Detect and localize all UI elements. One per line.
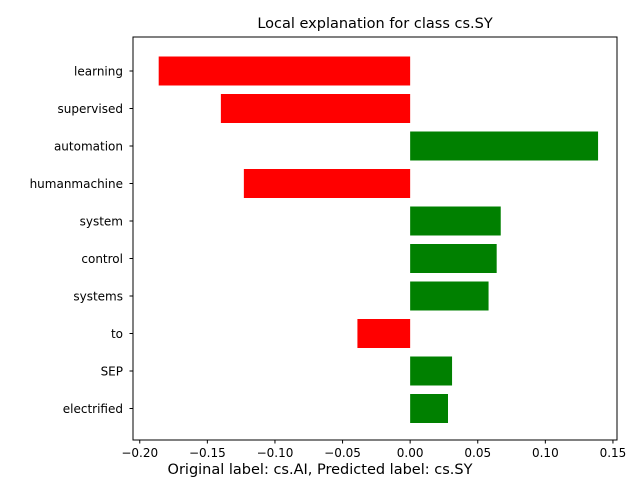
bar-automation [410,131,599,161]
bar-learning [158,56,411,86]
chart-title: Local explanation for class cs.SY [257,16,493,32]
x-tick-label: −0.10 [257,446,294,460]
y-tick-label: SEP [101,365,123,379]
y-tick-label: humanmachine [30,177,123,191]
y-axis: learning supervised automation humanmachine… [30,65,133,416]
bar-to [357,319,411,348]
x-tick-label: −0.20 [121,446,158,460]
y-tick-label: supervised [58,102,123,116]
y-tick-label: automation [54,140,123,154]
x-tick-label: 0.00 [397,446,424,460]
bar-SEP [410,356,453,386]
bar-systems [410,281,489,311]
x-tick-label: −0.05 [324,446,361,460]
bar-control [410,244,497,273]
y-tick-label: control [81,252,123,266]
x-tick-label: −0.15 [189,446,226,460]
bar-supervised [220,94,411,123]
bar-humanmachine [243,169,411,198]
x-tick-label: 0.15 [600,446,627,460]
bar-electrified [410,394,448,423]
bars-group [158,56,599,423]
x-axis: −0.20 −0.15 −0.10 −0.05 0.00 0.05 0.10 0.15 [121,440,626,460]
chart-caption: Original label: cs.AI, Predicted label: … [168,462,473,478]
y-tick-label: system [80,215,123,229]
x-tick-label: 0.05 [464,446,491,460]
y-tick-label: learning [74,65,123,79]
plot-frame [132,36,618,441]
y-tick-label: to [111,327,123,341]
y-tick-label: systems [73,290,123,304]
x-tick-label: 0.10 [532,446,559,460]
y-tick-label: electrified [63,402,123,416]
bar-system [410,206,501,236]
